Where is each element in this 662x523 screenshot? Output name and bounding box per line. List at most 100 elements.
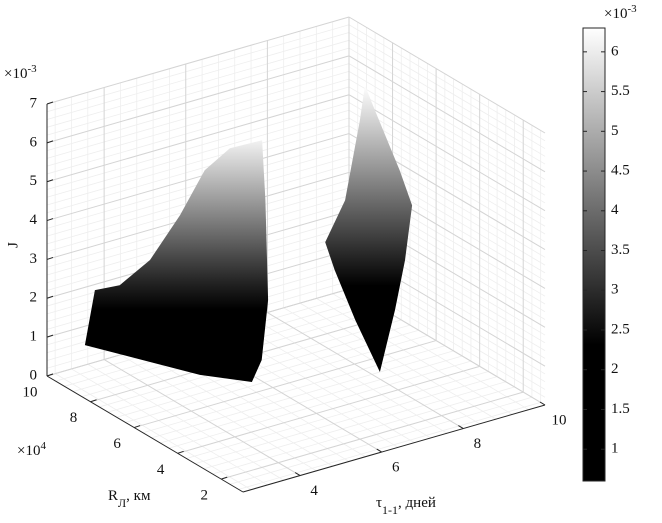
minor-grid-line [46, 63, 350, 152]
colorbar-tick-label: 5 [611, 123, 619, 139]
y-axis-label-part: R [108, 488, 118, 504]
grid-line [348, 16, 546, 134]
minor-grid-line [348, 47, 546, 165]
minor-grid-line [283, 307, 480, 425]
minor-grid-line [299, 302, 497, 420]
x-axis-label-part: τ [376, 495, 382, 511]
z-tick-label: 5 [30, 173, 38, 189]
tick-mark [46, 256, 54, 260]
y-scale-part: 4 [40, 440, 46, 452]
minor-grid-line [168, 360, 472, 449]
z-tick-label: 4 [30, 212, 38, 228]
minor-grid-line [46, 32, 350, 120]
y-axis-label-part: , км [126, 488, 151, 504]
y-axis-label-part: Л [118, 496, 126, 510]
axis-line [46, 375, 244, 493]
grid-line [348, 55, 546, 173]
minor-grid-line [46, 86, 350, 175]
grid-line [221, 391, 524, 480]
grid-line [46, 94, 350, 183]
surface [325, 85, 413, 372]
minor-grid-line [46, 24, 350, 113]
colorbar-tick-label: 2.5 [611, 321, 630, 337]
minor-grid-line [348, 63, 546, 180]
tick-mark [90, 399, 97, 403]
colorbar-tick-label: 3.5 [611, 242, 630, 258]
tick-mark [46, 295, 54, 299]
minor-grid-line [46, 71, 350, 159]
minor-grid-line [316, 298, 513, 415]
grid-line [267, 312, 464, 429]
minor-grid-line [107, 324, 411, 413]
colorbar-tick-label: 3 [611, 282, 619, 298]
x-tick-label: 6 [392, 459, 400, 475]
z-tick-label: 7 [30, 95, 38, 111]
minor-grid-line [46, 125, 350, 214]
minor-grid-line [348, 102, 546, 219]
colorbar-tick-label: 1 [611, 441, 619, 457]
tick-mark [221, 476, 228, 480]
y-tick-label: 2 [200, 488, 208, 504]
tick-mark [46, 218, 54, 222]
axis-line [242, 404, 546, 493]
x-tick-label: 10 [552, 412, 567, 428]
colorbar-scale-part: ×10 [604, 6, 627, 22]
z-tick-label: 6 [30, 134, 38, 150]
minor-grid-line [87, 363, 285, 481]
tick-mark [539, 401, 546, 406]
tick-mark [46, 334, 54, 338]
y-tick-label: 6 [113, 436, 121, 452]
minor-grid-line [71, 368, 268, 486]
minor-grid-line [348, 24, 546, 142]
minor-grid-line [46, 102, 350, 190]
minor-grid-line [348, 39, 546, 157]
y-scale-part: ×10 [17, 443, 40, 459]
tick-mark [294, 472, 301, 476]
grid-line [46, 55, 350, 144]
y-axis-label: RЛ, км [108, 488, 151, 509]
minor-grid-line [54, 373, 252, 490]
tick-mark [46, 140, 54, 144]
tick-mark [46, 373, 54, 377]
minor-grid-line [46, 78, 350, 167]
tick-mark [458, 425, 464, 429]
colorbar-tick-label: 6 [611, 43, 619, 59]
grid-line [103, 359, 301, 476]
colorbar-tick-label: 2 [611, 361, 619, 377]
grid-line [46, 133, 350, 222]
tick-mark [177, 450, 184, 454]
minor-grid-line [142, 345, 445, 434]
minor-grid-line [203, 381, 506, 470]
colorbar-tick-label: 4.5 [611, 162, 630, 178]
x-tick-label: 4 [310, 483, 318, 499]
minor-grid-line [212, 386, 515, 475]
y-tick-label: 8 [70, 410, 78, 426]
x-tick-label: 8 [474, 436, 482, 452]
minor-grid-line [348, 32, 546, 149]
minor-grid-line [348, 71, 546, 188]
y-tick-label: 4 [157, 462, 165, 478]
minor-grid-line [151, 350, 454, 439]
y-scale: ×104 [17, 440, 46, 460]
colorbar-tick-label: 5.5 [611, 83, 630, 99]
minor-grid-line [348, 78, 546, 196]
minor-grid-line [348, 86, 546, 204]
z-scale-part: ×10 [4, 66, 27, 82]
minor-grid-line [234, 321, 431, 439]
colorbar [582, 27, 606, 482]
x-axis-label: τ1-1, дней [376, 495, 436, 516]
minor-grid-line [46, 109, 350, 198]
grid-line [133, 340, 437, 429]
minor-grid-line [186, 371, 489, 459]
minor-grid-line [229, 396, 533, 485]
grid-line [46, 16, 350, 105]
colorbar-tick-label: 4 [611, 202, 619, 218]
minor-grid-line [46, 117, 350, 206]
colorbar-tick-label: 1.5 [611, 401, 630, 417]
tick-mark [46, 101, 54, 105]
z-scale-part: -3 [27, 63, 37, 75]
minor-grid-line [46, 39, 350, 128]
minor-grid-line [136, 349, 333, 467]
grid-line [348, 94, 546, 212]
